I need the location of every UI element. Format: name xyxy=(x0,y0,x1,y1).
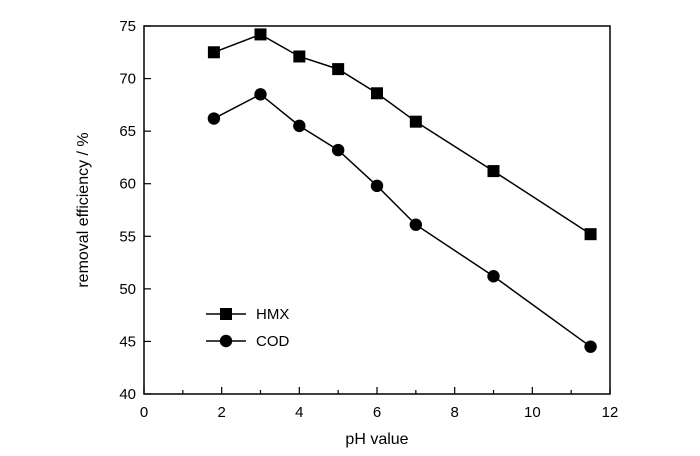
series-line xyxy=(213,93,592,348)
y-tick-label: 75 xyxy=(119,18,136,35)
square-marker xyxy=(487,165,500,178)
square-marker xyxy=(332,63,345,76)
square-marker xyxy=(409,115,422,128)
legend-label: COD xyxy=(256,333,290,350)
legend-item-cod: COD xyxy=(206,333,290,350)
y-tick-label: 45 xyxy=(119,333,136,350)
x-tick-label: 0 xyxy=(140,404,148,421)
circle-marker xyxy=(370,179,384,193)
x-tick-label: 6 xyxy=(373,404,381,421)
circle-marker xyxy=(331,143,345,157)
circle-marker xyxy=(584,340,597,353)
series-layer xyxy=(207,28,597,353)
y-tick-label: 50 xyxy=(119,281,136,298)
x-tick-label: 10 xyxy=(524,404,541,421)
circle-marker xyxy=(254,88,267,101)
plot-frame xyxy=(143,25,611,395)
y-tick-label: 65 xyxy=(119,123,136,140)
legend-label: HMX xyxy=(256,306,289,323)
y-axis-ticks: 40 45 50 55 60 65 70 75 xyxy=(119,18,151,403)
series-hmx xyxy=(207,28,597,241)
y-tick-label: 55 xyxy=(119,228,136,245)
x-axis-label: pH value xyxy=(345,431,408,448)
legend-marker xyxy=(220,308,232,320)
x-axis-ticks: 0 2 4 6 8 10 12 xyxy=(140,387,619,421)
series-line xyxy=(213,33,591,235)
legend-marker xyxy=(219,334,233,348)
y-tick-label: 40 xyxy=(119,386,136,403)
circle-marker xyxy=(293,119,306,133)
y-tick-label: 60 xyxy=(119,176,136,193)
circle-marker xyxy=(409,218,423,231)
series-cod xyxy=(207,88,597,353)
square-marker xyxy=(254,28,267,41)
square-marker xyxy=(371,87,383,100)
circle-marker xyxy=(487,270,500,283)
legend-item-hmx: HMX xyxy=(206,306,289,323)
square-marker xyxy=(207,46,220,59)
y-axis-label: removal efficiency / % xyxy=(75,132,92,287)
square-marker xyxy=(584,228,597,241)
circle-marker xyxy=(207,112,221,125)
x-tick-label: 4 xyxy=(295,404,303,421)
y-tick-label: 70 xyxy=(119,71,136,88)
x-tick-label: 8 xyxy=(450,404,458,421)
square-marker xyxy=(293,50,306,63)
legend: HMX COD xyxy=(206,306,290,350)
x-tick-label: 2 xyxy=(217,404,225,421)
x-tick-label: 12 xyxy=(602,404,619,421)
